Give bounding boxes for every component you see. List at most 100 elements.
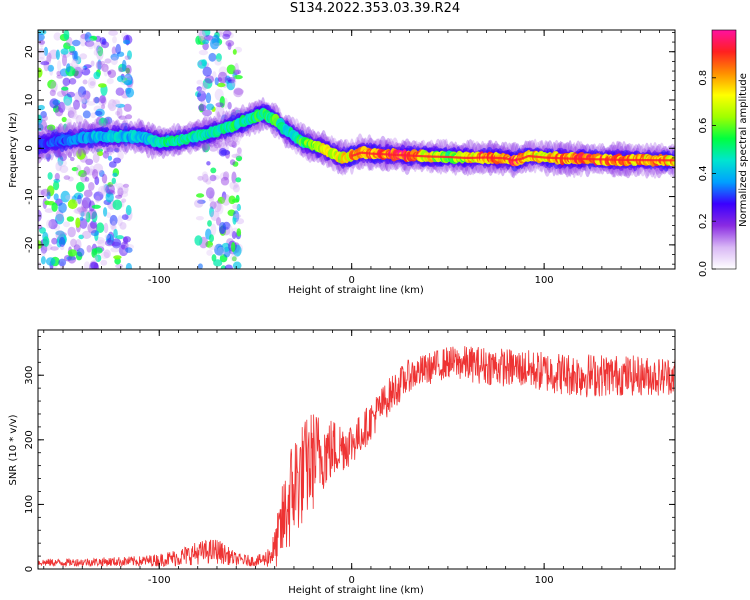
heatmap-noise-cell bbox=[214, 77, 219, 86]
heatmap-noise-cell bbox=[81, 67, 91, 76]
heatmap-noise-cell bbox=[231, 256, 237, 262]
heatmap-noise-cell bbox=[209, 206, 215, 218]
heatmap-noise-cell bbox=[233, 88, 244, 95]
heatmap-noise-cell bbox=[90, 60, 95, 67]
heatmap-noise-cell bbox=[205, 187, 215, 199]
heatmap-noise-cell bbox=[58, 202, 67, 214]
heatmap-noise-cell bbox=[38, 189, 45, 196]
heatmap-noise-cell bbox=[114, 147, 120, 153]
heatmap-noise-cell bbox=[125, 114, 133, 120]
figure-title: S134.2022.353.03.39.R24 bbox=[289, 1, 461, 16]
heatmap-noise-cell bbox=[47, 79, 57, 89]
heatmap-noise-cell bbox=[121, 214, 129, 221]
heatmap-noise-cell bbox=[97, 95, 107, 107]
heatmap-noise-cell bbox=[93, 71, 101, 80]
heatmap-noise-cell bbox=[113, 255, 122, 260]
heatmap-noise-cell bbox=[104, 234, 111, 239]
heatmap-noise-cell bbox=[113, 228, 118, 239]
heatmap-noise-cell bbox=[107, 99, 117, 112]
heatmap-noise-cell bbox=[224, 264, 233, 269]
heatmap-noise-cell bbox=[231, 75, 237, 88]
heatmap-noise-cell bbox=[209, 190, 214, 200]
heatmap-noise-cell bbox=[54, 172, 60, 181]
heatmap-noise-cell bbox=[123, 80, 133, 86]
heatmap-noise-cell bbox=[61, 86, 69, 91]
heatmap-noise-cell bbox=[46, 153, 51, 162]
heatmap-noise-cell bbox=[78, 234, 84, 240]
heatmap-noise-cell bbox=[107, 70, 112, 75]
heatmap-noise-cell bbox=[198, 30, 206, 39]
heatmap-noise-cell bbox=[232, 161, 239, 167]
heatmap-noise-cell bbox=[197, 175, 204, 181]
heatmap-noise-cell bbox=[115, 111, 121, 116]
heatmap-noise-cell bbox=[109, 214, 118, 226]
heatmap-noise-cell bbox=[111, 100, 121, 108]
heatmap-noise-cell bbox=[225, 40, 235, 47]
heatmap-noise-cell bbox=[208, 196, 215, 202]
heatmap-noise-cell bbox=[103, 181, 108, 193]
heatmap-noise-cell bbox=[50, 80, 58, 93]
heatmap-noise-cell bbox=[94, 110, 103, 116]
heatmap-noise-cell bbox=[81, 98, 88, 105]
heatmap-noise-cell bbox=[89, 123, 96, 130]
heatmap-noise-cell bbox=[60, 48, 69, 55]
colorbar-gradient bbox=[711, 29, 737, 270]
heatmap-noise-cell bbox=[234, 62, 239, 75]
heatmap-noise-cell bbox=[233, 69, 240, 76]
heatmap-noise-cell bbox=[82, 230, 92, 239]
heatmap-noise-cell bbox=[125, 247, 133, 253]
heatmap-noise-cell bbox=[56, 90, 66, 98]
heatmap-noise-cell bbox=[63, 221, 70, 228]
heatmap-noise-cell bbox=[194, 235, 203, 246]
heatmap-noise-cell bbox=[205, 178, 212, 185]
spectrogram-xtick-label: 100 bbox=[535, 275, 554, 286]
spectrogram-ytick-label: 0 bbox=[24, 145, 35, 151]
heatmap-noise-cell bbox=[212, 42, 221, 47]
heatmap-noise-cell bbox=[124, 55, 130, 60]
heatmap-noise-cell bbox=[119, 185, 129, 195]
heatmap-noise-cell bbox=[227, 79, 236, 84]
heatmap-noise-cell bbox=[101, 41, 110, 49]
spectrogram-xtick-label: -100 bbox=[148, 275, 171, 286]
heatmap-noise-cell bbox=[213, 259, 223, 267]
snr-panel: -100 0 100 0 100 200 300 Height of straight li… bbox=[8, 329, 676, 596]
heatmap-noise-cell bbox=[220, 176, 230, 186]
heatmap-noise-cell bbox=[231, 171, 237, 184]
heatmap-noise-cell bbox=[214, 58, 222, 66]
heatmap-noise-cell bbox=[115, 263, 124, 269]
heatmap-noise-cell bbox=[227, 101, 232, 110]
heatmap-noise-cell bbox=[83, 166, 91, 175]
heatmap-noise-cell bbox=[215, 111, 220, 123]
heatmap-noise-cell bbox=[62, 77, 71, 87]
heatmap-noise-cell bbox=[210, 223, 217, 236]
heatmap-noise-cell bbox=[201, 30, 211, 37]
heatmap-noise-cell bbox=[208, 245, 217, 250]
heatmap-noise-cell bbox=[38, 48, 46, 60]
heatmap-noise-cell bbox=[111, 220, 117, 231]
heatmap-noise-cell bbox=[197, 90, 207, 102]
heatmap-noise-cell bbox=[92, 152, 100, 164]
heatmap-noise-cell bbox=[117, 215, 123, 227]
heatmap-noise-cell bbox=[202, 78, 213, 89]
heatmap-noise-cell bbox=[210, 210, 220, 221]
heatmap-noise-cell bbox=[219, 172, 229, 182]
heatmap-noise-cell bbox=[104, 58, 112, 64]
heatmap-noise-cell bbox=[80, 172, 88, 183]
heatmap-noise-cell bbox=[59, 165, 69, 174]
heatmap-noise-cell bbox=[125, 64, 132, 75]
heatmap-noise-cell bbox=[63, 98, 72, 111]
heatmap-noise-cell bbox=[81, 94, 90, 104]
heatmap-noise-cell bbox=[100, 251, 110, 259]
heatmap-noise-cell bbox=[92, 97, 101, 104]
heatmap-noise-cell bbox=[55, 161, 62, 172]
heatmap-noise-cell bbox=[105, 184, 115, 195]
heatmap-noise-cell bbox=[115, 87, 125, 96]
snr-plot-area bbox=[38, 330, 675, 569]
heatmap-noise-cell bbox=[231, 198, 240, 203]
heatmap-noise-cell bbox=[81, 199, 89, 212]
spectrogram-ytick-label: -20 bbox=[24, 237, 35, 253]
heatmap-noise-cell bbox=[210, 167, 217, 174]
heatmap-noise-cell bbox=[117, 186, 122, 198]
heatmap-noise-cell bbox=[112, 36, 117, 44]
heatmap-noise-cell bbox=[67, 151, 73, 158]
